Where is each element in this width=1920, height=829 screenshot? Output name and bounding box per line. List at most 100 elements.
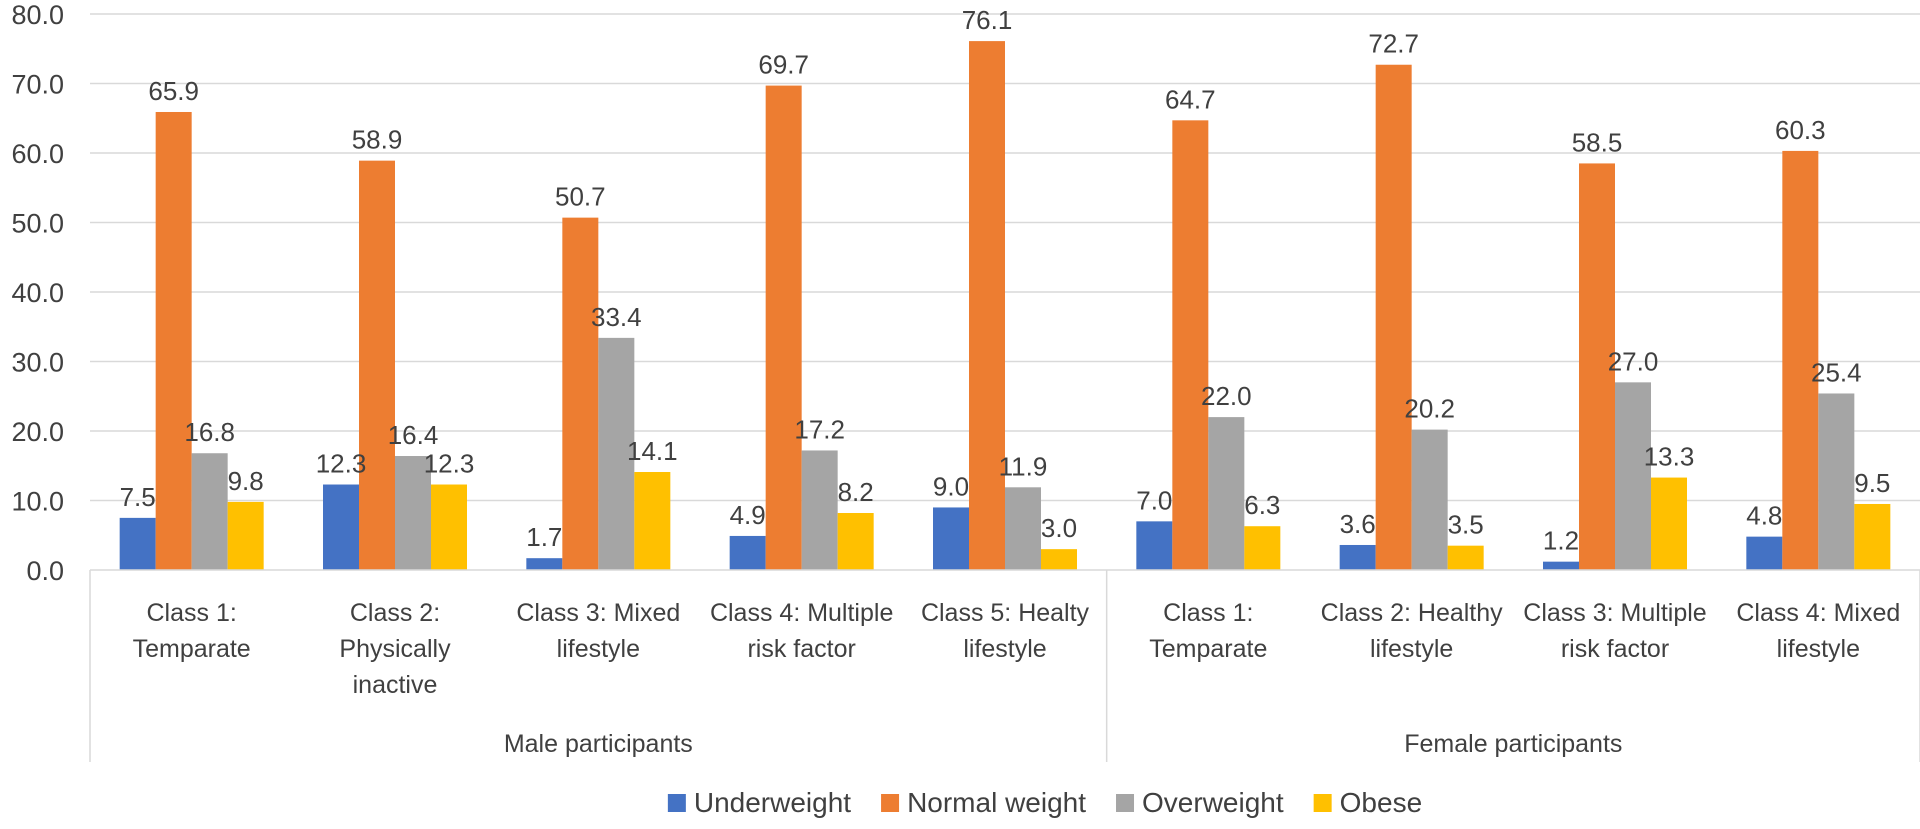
- bar-underweight: [119, 517, 156, 570]
- legend-item-obese: Obese: [1313, 787, 1423, 818]
- bar-obese: [1651, 477, 1687, 570]
- data-label: 14.1: [627, 436, 678, 466]
- legend-item-normal-weight: Normal weight: [881, 787, 1086, 818]
- legend-label: Normal weight: [907, 787, 1086, 818]
- y-tick-label: 40.0: [11, 278, 64, 308]
- category-label: Class 1:: [1163, 599, 1253, 627]
- bar-overweight: [191, 453, 228, 570]
- y-tick-label: 50.0: [11, 209, 64, 239]
- bar-underweight: [1339, 544, 1376, 570]
- data-label: 4.9: [730, 500, 766, 530]
- bar-overweight: [598, 337, 635, 570]
- group-label: Female participants: [1404, 730, 1622, 758]
- legend-swatch: [1313, 794, 1332, 812]
- data-label: 8.2: [838, 477, 874, 507]
- bar-overweight: [1615, 382, 1651, 570]
- data-label: 3.0: [1041, 513, 1077, 543]
- legend-swatch: [1116, 794, 1135, 812]
- bar-obese: [1041, 549, 1077, 570]
- data-label: 65.9: [148, 76, 199, 106]
- category-label: lifestyle: [557, 635, 640, 663]
- category-label: lifestyle: [1370, 635, 1453, 663]
- bar-overweight: [1411, 429, 1448, 570]
- data-label: 16.8: [184, 417, 235, 447]
- data-label: 16.4: [388, 420, 439, 450]
- legend-label: Overweight: [1142, 787, 1284, 818]
- bar-obese: [1244, 526, 1281, 570]
- bars: [119, 41, 1891, 571]
- bar-underweight: [1746, 536, 1783, 570]
- data-label: 17.2: [794, 414, 845, 444]
- data-label: 69.7: [758, 50, 809, 80]
- bar-overweight: [395, 456, 431, 570]
- bar-normal-weight: [969, 41, 1005, 571]
- data-label: 13.3: [1644, 442, 1695, 472]
- category-label: Temparate: [133, 635, 251, 663]
- category-label: Temparate: [1149, 635, 1267, 663]
- bar-overweight: [1208, 417, 1245, 570]
- data-label: 9.8: [228, 466, 264, 496]
- bar-normal-weight: [155, 111, 192, 571]
- bar-obese: [431, 484, 467, 570]
- category-label: Class 4: Mixed: [1736, 599, 1900, 627]
- bar-overweight: [801, 450, 838, 570]
- data-label: 72.7: [1368, 29, 1419, 59]
- category-label: lifestyle: [963, 635, 1046, 663]
- data-label: 4.8: [1746, 501, 1782, 531]
- bar-normal-weight: [765, 85, 802, 571]
- category-label: risk factor: [747, 635, 855, 663]
- data-label: 1.2: [1543, 526, 1579, 556]
- category-label: Class 2: Healthy: [1321, 599, 1504, 627]
- bar-underweight: [729, 535, 766, 570]
- legend: Underweight Normal weight Overweight Obese: [667, 787, 1423, 818]
- legend-swatch: [667, 794, 686, 812]
- data-label: 76.1: [962, 5, 1013, 35]
- category-label: Class 1:: [147, 599, 237, 627]
- bar-normal-weight: [562, 217, 599, 570]
- bar-underweight: [323, 484, 359, 570]
- bar-normal-weight: [1782, 150, 1819, 571]
- data-label: 3.5: [1448, 510, 1484, 540]
- category-label: Class 2:: [350, 599, 440, 627]
- y-tick-label: 20.0: [11, 417, 64, 447]
- y-tick-label: 10.0: [11, 487, 64, 517]
- data-label: 22.0: [1201, 381, 1252, 411]
- bar-underweight: [526, 558, 563, 570]
- category-label: inactive: [353, 671, 438, 699]
- bar-underweight: [933, 507, 969, 570]
- data-label: 6.3: [1244, 490, 1280, 520]
- y-tick-label: 80.0: [11, 0, 64, 30]
- bar-normal-weight: [1579, 163, 1615, 571]
- legend-item-underweight: Underweight: [667, 787, 851, 818]
- bar-underweight: [1543, 561, 1579, 570]
- bar-normal-weight: [1172, 120, 1209, 571]
- category-label: Class 3: Multiple: [1523, 599, 1706, 627]
- category-label: Class 3: Mixed: [516, 599, 680, 627]
- y-tick-label: 30.0: [11, 348, 64, 378]
- legend-label: Obese: [1340, 787, 1423, 818]
- y-tick-label: 0.0: [26, 556, 64, 586]
- y-tick-label: 70.0: [11, 70, 64, 100]
- bar-overweight: [1005, 487, 1041, 570]
- data-label: 50.7: [555, 182, 606, 212]
- legend-item-overweight: Overweight: [1116, 787, 1284, 818]
- data-label: 7.0: [1136, 485, 1172, 515]
- data-label: 20.2: [1404, 394, 1455, 424]
- category-label: lifestyle: [1777, 635, 1860, 663]
- bar-obese: [1447, 545, 1484, 570]
- data-label: 9.5: [1854, 468, 1890, 498]
- data-label: 64.7: [1165, 84, 1216, 114]
- data-label: 27.0: [1608, 346, 1659, 376]
- category-label: Class 4: Multiple: [710, 599, 893, 627]
- bar-underweight: [1136, 521, 1173, 570]
- y-axis: 0.0 10.0 20.0 30.0 40.0 50.0 60.0 70.0 80.0: [11, 0, 64, 586]
- data-label: 12.3: [424, 449, 475, 479]
- data-label: 58.5: [1572, 127, 1623, 157]
- bar-obese: [634, 472, 671, 570]
- legend-swatch: [881, 794, 900, 812]
- bar-overweight: [1818, 393, 1855, 570]
- category-label: Class 5: Healty: [921, 599, 1090, 627]
- data-label: 60.3: [1775, 115, 1826, 145]
- group-label: Male participants: [504, 730, 693, 758]
